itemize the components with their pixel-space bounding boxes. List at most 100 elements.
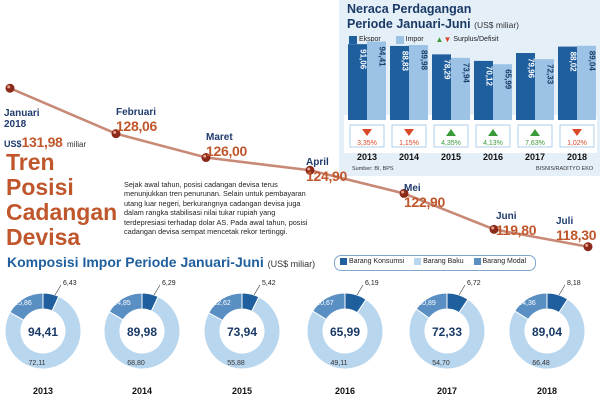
consumption-value-label: 6,19: [365, 280, 379, 287]
reserves-point-highlight: [7, 85, 11, 89]
import-value-label: 89,04: [588, 51, 597, 72]
deficit-icon: [362, 129, 372, 136]
trade-year-label: 2016: [483, 152, 503, 162]
donut-year-label: 2018: [537, 386, 557, 396]
imports-title-text: Komposisi Impor Periode Januari-Juni: [7, 254, 264, 270]
imports-legend: [334, 255, 536, 271]
point-value-label: 119,80: [496, 222, 537, 238]
trade-unit: (US$ miliar): [474, 20, 520, 30]
point-value-label: 128,06: [116, 118, 158, 134]
raw-value-label: 66,48: [532, 360, 550, 367]
reserves-point-highlight: [585, 243, 589, 247]
consumption-value-label: 6,43: [63, 280, 77, 287]
trade-year-label: 2014: [399, 152, 419, 162]
legend-import-label: Impor: [405, 36, 424, 43]
trade-credit: BISNIS/RADITYO EKO: [536, 166, 594, 172]
capital-value-label: 15,86: [14, 300, 32, 307]
donut-total-label: 72,33: [432, 325, 462, 339]
surplus-value-label: 4,13%: [483, 140, 503, 147]
donut-total-label: 65,99: [330, 325, 360, 339]
import-bar: [451, 57, 470, 120]
capital-value-label: 14,36: [518, 300, 536, 307]
trade-lower-panel: [344, 115, 597, 153]
donut-year-label: 2014: [132, 386, 152, 396]
donut-slice-capital: [415, 292, 448, 319]
import-bar: [367, 41, 386, 120]
donut-slice-raw: [306, 298, 384, 370]
donut-year-label: 2013: [33, 386, 53, 396]
january-number: 131,98: [21, 134, 63, 150]
surplus-icon: [446, 129, 456, 136]
trade-title-text: Periode Januari-Juni: [347, 17, 471, 31]
headline-line1: Tren: [6, 149, 55, 175]
reserves-point-highlight: [113, 130, 117, 134]
import-value-label: 94,41: [378, 46, 387, 67]
legend-konsumsi-label: Barang Konsumsi: [348, 258, 405, 265]
donut-total-label: 89,04: [532, 325, 562, 339]
donut-year-label: 2016: [335, 386, 355, 396]
legend-modal-label: Barang Modal: [482, 258, 527, 265]
consumption-value-label: 8,18: [567, 280, 581, 287]
trade-year-label: 2013: [357, 152, 377, 162]
export-value-label: 70,12: [485, 66, 494, 87]
export-value-label: 78,29: [443, 59, 452, 80]
export-bar: [558, 46, 577, 120]
point-month-label: Juli: [556, 216, 574, 227]
headline-line2: Posisi: [6, 174, 74, 200]
trade-year-label: 2018: [567, 152, 587, 162]
point-month-label: Februari: [116, 107, 157, 118]
legend-import-swatch: [395, 35, 404, 44]
donut-slice-raw: [408, 298, 486, 370]
surplus-value-label: 1,02%: [567, 140, 587, 147]
consumption-value-label: 6,72: [467, 280, 481, 287]
imports-title: Komposisi Impor Periode Januari-Juni (US…: [7, 254, 315, 270]
reserves-point-highlight: [401, 190, 405, 194]
trade-year-label: 2017: [525, 152, 545, 162]
legend-export-label: Ekspor: [358, 36, 381, 43]
point-value-label: 124,90: [306, 168, 348, 184]
donut-slice-capital: [514, 292, 548, 321]
headline: Tren Posisi Cadangan Devisa: [6, 150, 117, 250]
legend-export-swatch: [349, 35, 357, 44]
donut-total-label: 94,41: [28, 325, 58, 339]
consumption-leader: [253, 284, 261, 296]
export-value-label: 91,06: [359, 49, 368, 70]
headline-line4: Devisa: [6, 224, 81, 250]
export-bar: [432, 54, 451, 121]
description: Sejak awal tahun, posisi cadangan devisa…: [124, 180, 308, 237]
deficit-icon: [404, 129, 414, 136]
point-label-january: Januari 2018: [4, 108, 40, 130]
imports-legend-items: Barang Konsumsi Barang Baku Barang Modal: [340, 258, 526, 265]
surplus-value-label: 3,35%: [357, 140, 377, 147]
export-bar: [516, 53, 535, 121]
consumption-value-label: 6,29: [162, 280, 176, 287]
import-bar: [577, 45, 596, 120]
export-value-label: 88,83: [401, 51, 410, 72]
import-value-label: 89,98: [420, 50, 429, 71]
trade-title-line1: Neraca Perdagangan: [347, 2, 472, 16]
import-value-label: 72,33: [546, 64, 555, 85]
consumption-leader: [54, 284, 62, 296]
capital-value-label: 14,85: [113, 300, 131, 307]
reserves-point-highlight: [491, 226, 495, 230]
export-bar: [390, 45, 409, 120]
import-bar: [409, 45, 428, 120]
point-value-label: 122,90: [404, 194, 446, 210]
january-year: 2018: [4, 119, 27, 130]
reserves-point: [5, 83, 15, 93]
capital-value-label: 10,89: [418, 300, 436, 307]
export-value-label: 79,96: [527, 58, 536, 79]
donut-slice-raw: [508, 298, 586, 370]
reserves-point-highlight: [203, 154, 207, 158]
trade-title-line2: Periode Januari-Juni (US$ miliar): [347, 17, 519, 32]
january-suffix: miliar: [67, 140, 87, 149]
january-month: Januari: [4, 108, 40, 119]
point-month-label: Juni: [496, 211, 517, 222]
raw-value-label: 55,88: [227, 360, 245, 367]
raw-value-label: 72,11: [29, 360, 46, 367]
surplus-icon: [488, 129, 498, 136]
reserves-point: [583, 242, 593, 252]
import-bar: [493, 64, 512, 120]
raw-value-label: 49,11: [331, 360, 348, 367]
point-month-label: Mei: [404, 183, 421, 194]
